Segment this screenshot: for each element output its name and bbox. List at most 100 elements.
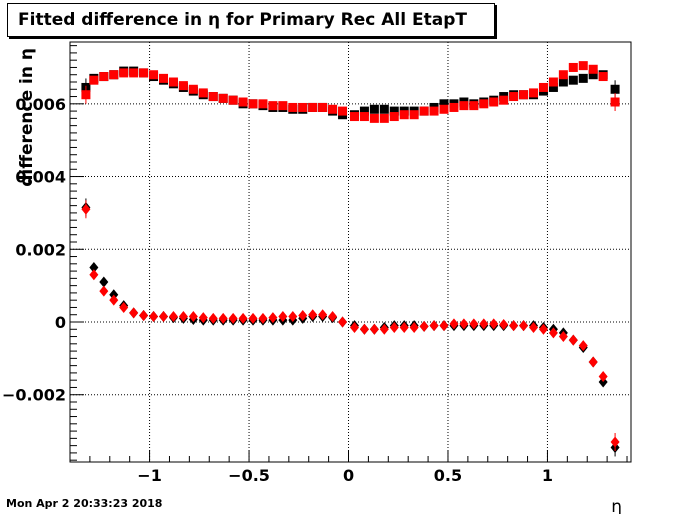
- data-point: [99, 285, 109, 297]
- data-point: [248, 312, 258, 324]
- data-point: [81, 203, 91, 215]
- datestamp: Mon Apr 2 20:33:23 2018: [6, 497, 163, 510]
- data-point: [429, 106, 439, 116]
- y-tick-label: 0.002: [15, 240, 66, 259]
- data-point: [109, 294, 119, 306]
- data-point: [328, 104, 338, 114]
- data-point: [469, 318, 479, 330]
- data-point: [379, 104, 389, 114]
- data-point: [588, 70, 598, 80]
- data-point: [89, 261, 99, 273]
- data-point: [119, 301, 129, 313]
- data-point: [389, 321, 399, 333]
- data-point: [139, 309, 149, 321]
- data-series: [81, 61, 620, 457]
- data-point: [159, 73, 168, 83]
- data-point: [529, 88, 539, 98]
- data-point: [578, 73, 588, 83]
- data-point: [288, 102, 298, 112]
- data-point: [188, 311, 198, 323]
- data-point: [610, 97, 620, 107]
- x-tick-label: 0: [343, 466, 354, 485]
- data-point: [268, 101, 278, 111]
- data-point: [419, 320, 429, 332]
- data-point: [459, 101, 469, 111]
- y-tick-label: −0.002: [2, 386, 66, 405]
- data-point: [188, 84, 198, 94]
- data-point: [228, 95, 238, 105]
- data-point: [538, 82, 548, 92]
- axis-tick-labels: −1 −0.5 0 0.5 1 −0.002 0 0.002 0.004 0.006: [2, 95, 553, 485]
- data-point: [99, 276, 109, 288]
- data-point: [99, 72, 109, 82]
- data-point: [479, 99, 489, 109]
- data-point: [499, 319, 509, 331]
- data-point: [218, 312, 228, 324]
- data-point: [208, 312, 218, 324]
- data-point: [359, 106, 369, 116]
- data-point: [509, 92, 519, 102]
- data-point: [109, 70, 119, 80]
- x-tick-label: 1: [542, 466, 553, 485]
- data-point: [129, 307, 139, 319]
- chart-title: Fitted difference in η for Primary Rec A…: [7, 3, 495, 37]
- data-point: [369, 104, 379, 114]
- data-point: [178, 81, 188, 91]
- data-point: [139, 68, 149, 78]
- data-point: [369, 323, 379, 335]
- data-point: [449, 318, 459, 330]
- data-point: [89, 75, 99, 85]
- data-point: [519, 90, 529, 100]
- data-point: [529, 321, 539, 333]
- data-point: [449, 102, 459, 112]
- data-point: [258, 312, 268, 324]
- data-point: [278, 311, 288, 323]
- data-point: [548, 77, 558, 87]
- grid-lines: [70, 42, 631, 462]
- data-point: [159, 311, 168, 323]
- data-point: [349, 321, 359, 333]
- y-axis-label: difference in η: [17, 48, 37, 187]
- data-point: [89, 269, 99, 281]
- x-tick-label: −1: [137, 466, 162, 485]
- data-point: [568, 334, 578, 346]
- data-point: [359, 323, 369, 335]
- data-point: [288, 311, 298, 323]
- data-point: [548, 82, 558, 92]
- x-tick-label: −0.5: [228, 466, 270, 485]
- data-point: [489, 318, 499, 330]
- data-point: [308, 102, 318, 112]
- data-point: [359, 112, 369, 122]
- data-point: [298, 102, 308, 112]
- data-point: [409, 110, 419, 120]
- data-point: [328, 311, 338, 323]
- series-1: [81, 61, 620, 123]
- data-point: [469, 101, 479, 111]
- data-point: [218, 93, 228, 103]
- y-tick-label: 0: [55, 313, 66, 332]
- data-point: [149, 70, 159, 80]
- data-point: [499, 95, 509, 105]
- data-point: [399, 110, 409, 120]
- data-point: [208, 92, 218, 102]
- data-point: [308, 309, 318, 321]
- data-point: [439, 99, 449, 109]
- data-point: [588, 64, 598, 74]
- data-point: [338, 316, 348, 328]
- data-point: [509, 320, 519, 332]
- data-point: [228, 312, 238, 324]
- data-point: [489, 97, 499, 107]
- x-axis-label: η: [611, 497, 622, 514]
- data-point: [558, 77, 568, 87]
- data-point: [598, 371, 608, 383]
- data-point: [168, 311, 178, 323]
- data-point: [399, 321, 409, 333]
- data-point: [439, 104, 449, 114]
- data-point: [610, 436, 620, 448]
- data-point: [459, 318, 469, 330]
- data-point: [389, 106, 399, 116]
- data-point: [578, 61, 588, 71]
- data-point: [248, 99, 258, 109]
- data-point: [298, 309, 308, 321]
